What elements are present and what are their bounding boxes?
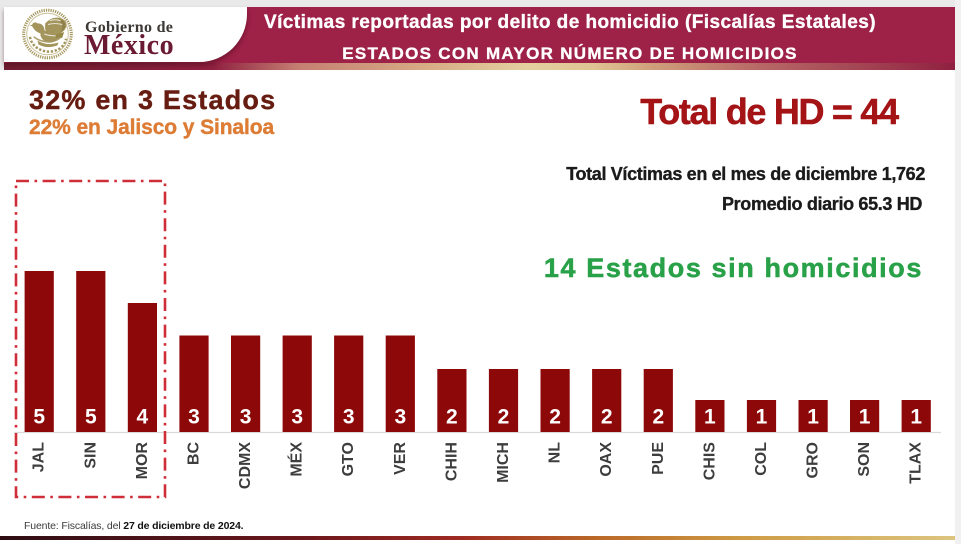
svg-text:1: 1 [807,406,819,429]
svg-text:2: 2 [601,406,613,429]
svg-text:SIN: SIN [82,442,99,469]
svg-text:3: 3 [291,406,303,429]
svg-text:BC: BC [186,442,203,466]
svg-text:CHIH: CHIH [443,442,460,481]
svg-text:MOR: MOR [134,442,151,480]
svg-text:4: 4 [137,406,149,429]
svg-text:CDMX: CDMX [237,442,254,489]
svg-text:TLAX: TLAX [908,442,925,484]
svg-text:3: 3 [188,406,200,429]
svg-text:MICH: MICH [495,442,512,483]
svg-text:2: 2 [446,406,458,429]
svg-text:5: 5 [85,406,97,429]
svg-text:1: 1 [859,406,871,429]
svg-text:1: 1 [910,406,922,429]
svg-text:PUE: PUE [650,442,667,475]
svg-text:5: 5 [33,406,45,429]
svg-text:COL: COL [753,442,770,476]
svg-text:MÉX: MÉX [287,442,306,477]
svg-text:2: 2 [549,406,561,429]
svg-text:3: 3 [394,406,406,429]
svg-text:1: 1 [756,406,768,429]
svg-text:OAX: OAX [598,442,615,477]
svg-text:VER: VER [392,442,409,475]
svg-text:JAL: JAL [31,442,48,472]
svg-text:3: 3 [343,406,355,429]
svg-text:GRO: GRO [805,442,822,478]
svg-text:2: 2 [498,406,510,429]
svg-text:SON: SON [856,442,873,477]
svg-text:CHIS: CHIS [701,442,718,481]
svg-text:NL: NL [547,442,564,464]
svg-text:1: 1 [704,406,716,429]
svg-text:3: 3 [240,406,252,429]
svg-text:GTO: GTO [340,442,357,476]
svg-text:2: 2 [652,406,664,429]
